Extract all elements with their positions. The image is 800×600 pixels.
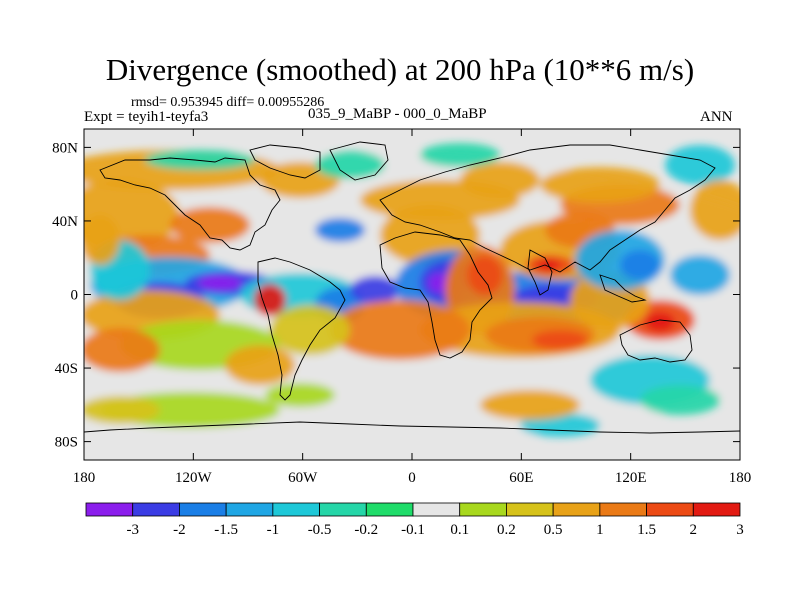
contour-region bbox=[640, 385, 720, 415]
contour-region bbox=[350, 276, 400, 304]
y-tick-label: 40N bbox=[52, 214, 78, 230]
y-tick-label: 0 bbox=[71, 288, 79, 304]
contour-region bbox=[84, 328, 160, 372]
colorbar-swatch bbox=[692, 502, 741, 517]
experiment-label: Expt = teyih1-teyfa3 bbox=[84, 109, 209, 125]
contour-region bbox=[420, 143, 500, 167]
contour-region bbox=[360, 180, 520, 220]
colorbar-label: 0.1 bbox=[450, 522, 469, 538]
colorbar-label: -0.5 bbox=[308, 522, 332, 538]
colorbar-swatch bbox=[506, 502, 554, 517]
stats-label: rmsd= 0.953945 diff= 0.00955286 bbox=[131, 95, 325, 110]
colorbar-label: 0.5 bbox=[544, 522, 563, 538]
colorbar-label: -3 bbox=[126, 522, 139, 538]
colorbar-swatch bbox=[179, 502, 227, 517]
colorbar-swatch bbox=[132, 502, 180, 517]
coastlines bbox=[84, 141, 740, 434]
colorbar-label: -0.1 bbox=[401, 522, 425, 538]
x-tick-label: 60W bbox=[288, 470, 318, 486]
y-tick-label: 40S bbox=[55, 361, 78, 377]
contour-region bbox=[467, 255, 503, 295]
contour-region bbox=[665, 145, 735, 185]
colorbar-swatch bbox=[459, 502, 507, 517]
contour-field bbox=[84, 129, 740, 460]
x-tick-label: 120W bbox=[175, 470, 213, 486]
colorbar-swatch bbox=[272, 502, 320, 517]
contour-region bbox=[198, 275, 242, 291]
colorbar-label: 0.2 bbox=[497, 522, 516, 538]
colorbar-swatch bbox=[599, 502, 647, 517]
x-tick-label: 0 bbox=[408, 470, 416, 486]
colorbar-label: -2 bbox=[173, 522, 186, 538]
contour-region bbox=[620, 250, 660, 280]
x-tick-label: 60E bbox=[509, 470, 533, 486]
x-tick-label: 180 bbox=[729, 470, 752, 486]
contour-region bbox=[540, 167, 660, 203]
colorbar-label: -1 bbox=[267, 522, 280, 538]
period-label: 035_9_MaBP - 000_0_MaBP bbox=[308, 106, 487, 122]
colorbar-swatch bbox=[85, 502, 134, 517]
x-tick-label: 180 bbox=[73, 470, 96, 486]
contour-region bbox=[170, 207, 250, 243]
colorbar-swatch bbox=[552, 502, 601, 517]
colorbar-label: 1 bbox=[596, 522, 604, 538]
colorbar-label: 2 bbox=[690, 522, 698, 538]
y-tick-label: 80S bbox=[55, 435, 78, 451]
colorbar-label: 1.5 bbox=[637, 522, 656, 538]
contour-region bbox=[480, 390, 580, 420]
contour-region bbox=[690, 180, 740, 240]
colorbar-swatch bbox=[225, 502, 274, 517]
colorbar-swatch bbox=[646, 502, 694, 517]
colorbar-swatch bbox=[412, 502, 461, 517]
contour-region bbox=[670, 255, 730, 295]
contour-region bbox=[225, 345, 295, 385]
contour-region bbox=[265, 383, 335, 407]
contour-region bbox=[84, 215, 120, 265]
contour-region bbox=[84, 396, 160, 424]
contour-region bbox=[270, 305, 350, 355]
contour-region bbox=[315, 151, 385, 179]
contour-region bbox=[145, 150, 255, 170]
y-tick-label: 80N bbox=[52, 140, 78, 156]
season-label: ANN bbox=[700, 109, 733, 125]
colorbar-swatch bbox=[319, 502, 367, 517]
colorbar-label: 3 bbox=[736, 522, 744, 538]
contour-region bbox=[645, 312, 675, 332]
x-tick-label: 120E bbox=[615, 470, 647, 486]
contour-region bbox=[315, 218, 365, 242]
contour-region bbox=[330, 300, 470, 360]
contour-region bbox=[532, 330, 588, 350]
colorbar-label: -1.5 bbox=[214, 522, 238, 538]
contour-region bbox=[254, 284, 286, 316]
plot-title: Divergence (smoothed) at 200 hPa (10**6 … bbox=[105, 52, 695, 87]
colorbar-swatch bbox=[365, 502, 414, 517]
colorbar-label: -0.2 bbox=[354, 522, 378, 538]
